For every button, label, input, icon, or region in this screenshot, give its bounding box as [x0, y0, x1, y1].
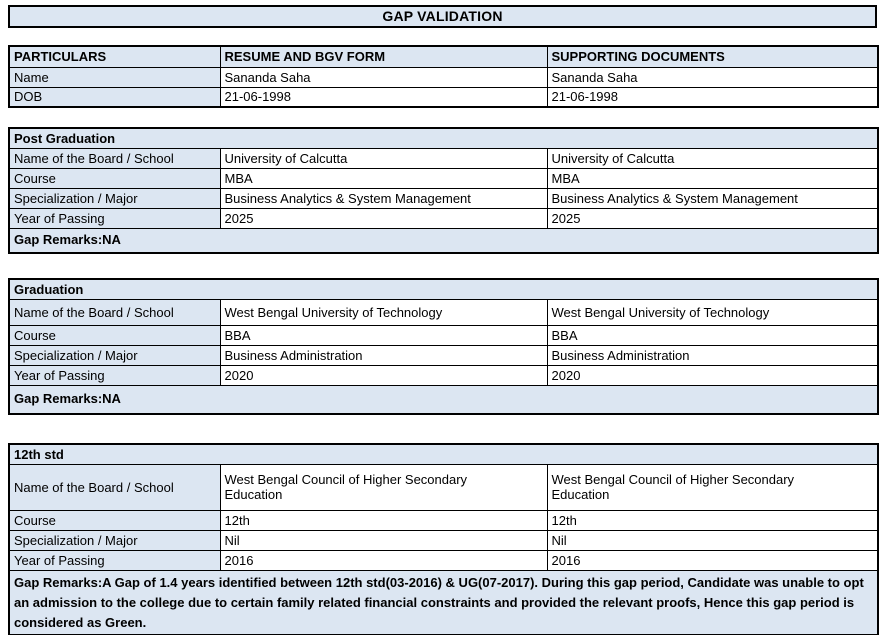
supporting-value: Business Analytics & System Management [546, 187, 879, 209]
row-label: Year of Passing [8, 549, 221, 571]
resume-value: 21-06-1998 [219, 86, 548, 108]
row-label: Specialization / Major [8, 187, 221, 209]
resume-value: West Bengal University of Technology [219, 298, 548, 326]
section-table-graduation: Graduation Name of the Board / School We… [8, 278, 880, 415]
supporting-value: Business Administration [546, 344, 879, 366]
section-title: Graduation [8, 278, 879, 300]
table-row: Year of Passing 2020 2020 [8, 364, 879, 386]
candidate-row-dob: DOB 21-06-1998 21-06-1998 [8, 86, 879, 108]
resume-value: University of Calcutta [219, 147, 548, 169]
resume-value: Sananda Saha [219, 66, 548, 88]
row-label: Specialization / Major [8, 529, 221, 551]
row-label: Name of the Board / School [8, 298, 221, 326]
header-particulars: PARTICULARS [8, 45, 221, 68]
resume-value: Business Administration [219, 344, 548, 366]
report-title: GAP VALIDATION [8, 5, 877, 28]
table-row: Name of the Board / School West Bengal U… [8, 298, 879, 326]
row-label: Year of Passing [8, 364, 221, 386]
gap-remarks-row: Gap Remarks:A Gap of 1.4 years identifie… [8, 569, 879, 635]
candidate-info-table: PARTICULARS RESUME AND BGV FORM SUPPORTI… [8, 45, 879, 108]
gap-remarks: Gap Remarks:A Gap of 1.4 years identifie… [8, 569, 879, 635]
section-header-row: Post Graduation [8, 127, 879, 149]
row-label: Course [8, 509, 221, 531]
supporting-value: MBA [546, 167, 879, 189]
table-row: Name of the Board / School West Bengal C… [8, 463, 879, 511]
gap-remarks: Gap Remarks:NA [8, 384, 879, 415]
table-row: Specialization / Major Nil Nil [8, 529, 879, 551]
row-label: Name of the Board / School [8, 463, 221, 511]
table-row: Name of the Board / School University of… [8, 147, 879, 169]
supporting-value: West Bengal Council of Higher Secondary … [546, 463, 879, 511]
board-name-text: West Bengal Council of Higher Secondary … [224, 472, 468, 502]
resume-value: 12th [219, 509, 548, 531]
row-label: Course [8, 167, 221, 189]
table-row: Course BBA BBA [8, 324, 879, 346]
row-label: Name [8, 66, 221, 88]
gap-remarks-row: Gap Remarks:NA [8, 384, 879, 415]
resume-value: MBA [219, 167, 548, 189]
resume-value: Business Analytics & System Management [219, 187, 548, 209]
table-row: Specialization / Major Business Administ… [8, 344, 879, 366]
supporting-value: BBA [546, 324, 879, 346]
row-label: Name of the Board / School [8, 147, 221, 169]
section-header-row: 12th std [8, 443, 879, 465]
gap-remarks-row: Gap Remarks:NA [8, 227, 879, 254]
section-title: 12th std [8, 443, 879, 465]
supporting-value: 2020 [546, 364, 879, 386]
board-name-text: West Bengal Council of Higher Secondary … [551, 472, 795, 502]
section-header-row: Graduation [8, 278, 879, 300]
resume-value: West Bengal Council of Higher Secondary … [219, 463, 548, 511]
table-row: Course 12th 12th [8, 509, 879, 531]
supporting-value: 21-06-1998 [546, 86, 879, 108]
supporting-value: 12th [546, 509, 879, 531]
supporting-value: Nil [546, 529, 879, 551]
section-table-12th-std: 12th std Name of the Board / School West… [8, 443, 880, 635]
table-row: Year of Passing 2016 2016 [8, 549, 879, 571]
resume-value: Nil [219, 529, 548, 551]
resume-value: 2025 [219, 207, 548, 229]
row-label: Course [8, 324, 221, 346]
supporting-value: 2016 [546, 549, 879, 571]
row-label: DOB [8, 86, 221, 108]
supporting-value: Sananda Saha [546, 66, 879, 88]
supporting-value: University of Calcutta [546, 147, 879, 169]
section-title: Post Graduation [8, 127, 879, 149]
row-label: Specialization / Major [8, 344, 221, 366]
header-resume-bgv-form: RESUME AND BGV FORM [219, 45, 548, 68]
candidate-header-row: PARTICULARS RESUME AND BGV FORM SUPPORTI… [8, 45, 879, 68]
table-row: Year of Passing 2025 2025 [8, 207, 879, 229]
row-label: Year of Passing [8, 207, 221, 229]
section-table-post-graduation: Post Graduation Name of the Board / Scho… [8, 127, 880, 254]
resume-value: 2020 [219, 364, 548, 386]
candidate-row-name: Name Sananda Saha Sananda Saha [8, 66, 879, 88]
supporting-value: West Bengal University of Technology [546, 298, 879, 326]
header-supporting-documents: SUPPORTING DOCUMENTS [546, 45, 879, 68]
table-row: Specialization / Major Business Analytic… [8, 187, 879, 209]
resume-value: BBA [219, 324, 548, 346]
resume-value: 2016 [219, 549, 548, 571]
gap-remarks: Gap Remarks:NA [8, 227, 879, 254]
table-row: Course MBA MBA [8, 167, 879, 189]
supporting-value: 2025 [546, 207, 879, 229]
